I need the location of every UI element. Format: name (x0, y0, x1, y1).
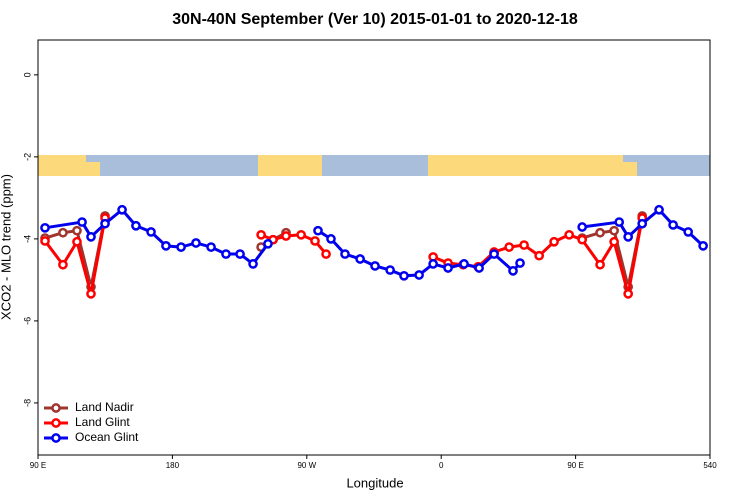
data-point (399, 270, 409, 281)
data-point (256, 229, 266, 240)
data-point (614, 217, 625, 227)
land-band (38, 155, 86, 176)
data-point (86, 288, 96, 299)
land-band (428, 155, 623, 176)
data-point (474, 263, 484, 273)
data-point (58, 227, 68, 238)
data-point (428, 259, 438, 269)
data-point (248, 259, 258, 269)
x-tick-label: 540 (703, 461, 717, 470)
data-point (326, 234, 336, 244)
data-point (100, 218, 110, 229)
data-point (313, 225, 323, 236)
data-point (508, 266, 518, 276)
legend-marker (51, 418, 61, 428)
data-point (131, 220, 141, 231)
data-point (414, 270, 424, 280)
data-point (40, 236, 50, 246)
data-point (176, 242, 186, 252)
data-point (355, 254, 365, 264)
data-point (443, 263, 453, 273)
data-point (191, 238, 201, 248)
x-tick-label: 180 (166, 461, 180, 470)
data-point (385, 265, 395, 275)
data-point (340, 249, 350, 259)
data-point (235, 249, 245, 259)
data-point (161, 241, 171, 251)
data-point (221, 249, 231, 259)
land-band (258, 155, 322, 176)
data-point (623, 288, 634, 299)
data-point (683, 227, 694, 237)
data-point (310, 236, 320, 246)
x-tick-label: 90 E (567, 461, 583, 470)
land-band (86, 162, 100, 176)
land-band (623, 162, 637, 176)
y-tick-label: -4 (22, 235, 32, 243)
legend-label: Ocean Glint (75, 430, 139, 444)
data-point (72, 236, 82, 247)
x-tick-label: 0 (439, 461, 444, 470)
y-tick-label: -2 (22, 153, 32, 161)
data-point (534, 250, 545, 261)
data-point (549, 236, 559, 247)
plot-frame (37, 39, 711, 456)
data-point (206, 242, 216, 252)
data-point (595, 259, 605, 270)
data-point (146, 227, 156, 237)
data-point (459, 259, 469, 269)
x-tick-label: 90 E (30, 461, 46, 470)
data-point (519, 240, 529, 250)
legend-marker (51, 433, 61, 443)
data-point (668, 220, 678, 230)
y-tick-label: -8 (22, 399, 32, 407)
legend-label: Land Nadir (75, 400, 134, 414)
data-point (86, 231, 96, 242)
data-point (577, 222, 588, 232)
data-point (263, 238, 273, 249)
y-tick-label: -6 (22, 317, 32, 325)
y-tick-label: 0 (22, 72, 32, 77)
data-point (609, 236, 619, 247)
data-point (489, 249, 499, 259)
legend-marker (51, 403, 61, 413)
data-point (117, 204, 127, 215)
data-point (515, 258, 525, 268)
data-point (623, 231, 634, 242)
data-point (40, 222, 50, 233)
data-point (370, 261, 380, 271)
data-point (72, 225, 82, 236)
data-point (281, 231, 291, 241)
data-point (77, 217, 87, 227)
series (40, 204, 708, 281)
data-point (321, 249, 331, 259)
data-point (504, 242, 514, 252)
data-point (577, 234, 588, 245)
data-point (564, 229, 575, 240)
data-point (654, 204, 664, 215)
data-point (637, 218, 648, 229)
data-point (595, 227, 605, 238)
y-axis-label: XCO2 - MLO trend (ppm) (0, 174, 13, 320)
data-point (609, 225, 619, 236)
data-point (698, 241, 708, 251)
map-strip (38, 155, 710, 176)
data-point (58, 259, 68, 270)
x-axis-label: Longitude (346, 475, 403, 490)
chart-title: 30N-40N September (Ver 10) 2015-01-01 to… (172, 11, 578, 28)
data-point (296, 229, 306, 240)
x-tick-label: 90 W (297, 461, 316, 470)
legend-label: Land Glint (75, 415, 130, 429)
